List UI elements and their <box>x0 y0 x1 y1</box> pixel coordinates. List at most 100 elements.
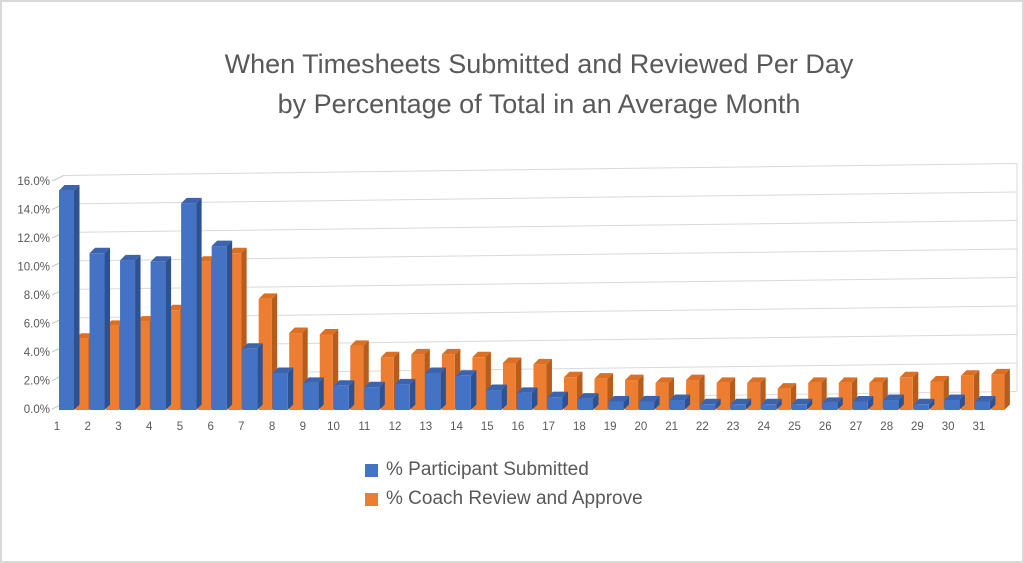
x-axis-tick-label: 17 <box>542 421 555 433</box>
bar-participant-day-5-top <box>181 197 202 204</box>
bar-coach-day-28-side <box>912 371 919 410</box>
bar-participant-day-20 <box>639 401 655 410</box>
bar-coach-day-7-top <box>258 293 278 299</box>
bar-coach-day-25-top <box>808 377 827 383</box>
bar-participant-day-19 <box>608 401 624 410</box>
bar-participant-day-27 <box>852 401 868 410</box>
bar-participant-day-23-side <box>745 398 752 410</box>
bar-coach-day-2-top <box>106 320 125 326</box>
bar-participant-day-30-top <box>944 394 965 401</box>
bar-participant-day-10-top <box>333 380 355 386</box>
bar-participant-day-14-side <box>470 370 477 410</box>
x-axis-tick-label: 13 <box>419 421 432 433</box>
bar-participant-day-30 <box>944 400 960 410</box>
x-axis-tick-label: 4 <box>146 421 153 433</box>
bar-participant-day-16 <box>516 392 532 410</box>
bar-participant-day-7 <box>242 348 258 410</box>
gridline <box>61 220 1018 233</box>
bar-coach-day-17-top <box>563 371 583 378</box>
bar-participant-day-16-top <box>516 387 538 393</box>
bar-participant-day-22-top <box>700 398 721 405</box>
legend-label-coach: % Coach Review and Approve <box>386 488 643 509</box>
bar-participant-day-2-side <box>104 247 111 410</box>
bar-coach-day-31-top <box>991 368 1010 375</box>
bar-coach-day-3-top <box>136 316 156 322</box>
bar-coach-day-11-top <box>380 351 400 358</box>
bar-coach-day-20-top <box>655 377 675 383</box>
x-axis-tick-label: 2 <box>85 421 91 433</box>
bar-participant-day-3-top <box>120 254 141 261</box>
bar-participant-day-18 <box>578 398 594 410</box>
bar-participant-day-9-side <box>318 377 324 410</box>
bar-coach-day-21-side <box>699 374 705 410</box>
bar-participant-day-13-top <box>425 367 446 373</box>
bar-coach-day-1-top <box>75 333 94 339</box>
x-axis-tick-label: 22 <box>696 421 709 433</box>
bar-participant-day-14 <box>455 375 471 410</box>
bar-participant-day-31 <box>974 401 990 410</box>
x-axis-tick-label: 18 <box>573 421 586 433</box>
x-axis-tick-label: 7 <box>238 421 244 433</box>
bar-participant-day-7-side <box>257 343 263 410</box>
bar-participant-day-5-side <box>196 197 202 410</box>
bar-participant-day-22 <box>700 404 716 410</box>
bar-participant-day-17-top <box>547 391 568 398</box>
bar-participant-day-1 <box>59 190 74 410</box>
bar-participant-day-18-top <box>578 393 599 399</box>
x-axis-tick-label: 30 <box>942 421 955 433</box>
gridline <box>61 163 1018 176</box>
bar-participant-day-11 <box>364 387 380 410</box>
bar-coach-day-21-top <box>686 374 705 381</box>
x-axis-tick-label: 12 <box>389 421 402 433</box>
bar-participant-day-25 <box>791 404 807 410</box>
y-axis-tick-label: 12.0% <box>17 233 50 245</box>
x-axis-tick-label: 23 <box>727 421 740 433</box>
bar-participant-day-4 <box>150 261 166 410</box>
bar-participant-day-21-top <box>669 394 691 401</box>
x-axis-tick-label: 14 <box>450 421 463 433</box>
bar-participant-day-28-side <box>898 394 904 410</box>
bar-participant-day-29 <box>913 404 929 410</box>
bar-participant-day-8-side <box>287 367 294 410</box>
bar-participant-day-4-side <box>165 256 172 410</box>
y-axis-tick-label: 6.0% <box>24 319 50 331</box>
legend-label-participant: % Participant Submitted <box>386 459 589 480</box>
x-axis-tick-label: 31 <box>973 421 986 433</box>
bar-participant-day-3 <box>120 260 136 410</box>
bar-participant-day-23-top <box>730 398 752 405</box>
x-axis-tick-label: 1 <box>54 421 60 433</box>
bar-coach-day-29-top <box>930 376 949 382</box>
x-axis-tick-label: 24 <box>757 421 770 433</box>
bar-participant-day-21-side <box>684 394 691 410</box>
bar-participant-day-13-side <box>440 367 446 410</box>
y-axis-tick-label: 0.0% <box>24 404 50 416</box>
x-axis-tick-label: 21 <box>665 421 678 433</box>
bar-participant-day-28-top <box>883 394 904 401</box>
x-axis-tick-label: 19 <box>604 421 617 433</box>
bar-participant-day-13 <box>425 372 441 410</box>
bar-participant-day-12 <box>394 384 410 410</box>
bar-participant-day-20-side <box>654 395 660 410</box>
bar-participant-day-26-top <box>822 397 843 403</box>
y-axis-tick-label: 4.0% <box>24 347 50 359</box>
bar-participant-day-18-side <box>593 393 599 410</box>
bar-participant-day-3-side <box>135 254 141 410</box>
bar-coach-day-14-top <box>472 351 491 358</box>
x-axis-tick-label: 26 <box>819 421 832 433</box>
bar-participant-day-19-side <box>623 395 630 410</box>
bar-coach-day-4-top <box>167 304 186 311</box>
bar-coach-day-13-top <box>441 348 461 355</box>
bar-participant-day-23 <box>730 404 746 410</box>
bar-participant-day-20-top <box>639 395 660 402</box>
bar-participant-day-26-side <box>837 397 843 410</box>
bar-participant-day-31-side <box>989 395 996 410</box>
bar-coach-day-26-top <box>838 377 858 383</box>
bar-coach-day-8-top <box>289 327 308 334</box>
legend-item-participant: % Participant Submitted <box>365 458 643 482</box>
bar-participant-day-17 <box>547 397 563 410</box>
bar-participant-day-6 <box>211 246 227 410</box>
bar-participant-day-27-top <box>852 395 874 402</box>
bar-participant-day-15-top <box>486 384 507 391</box>
bar-participant-day-28 <box>883 400 899 410</box>
